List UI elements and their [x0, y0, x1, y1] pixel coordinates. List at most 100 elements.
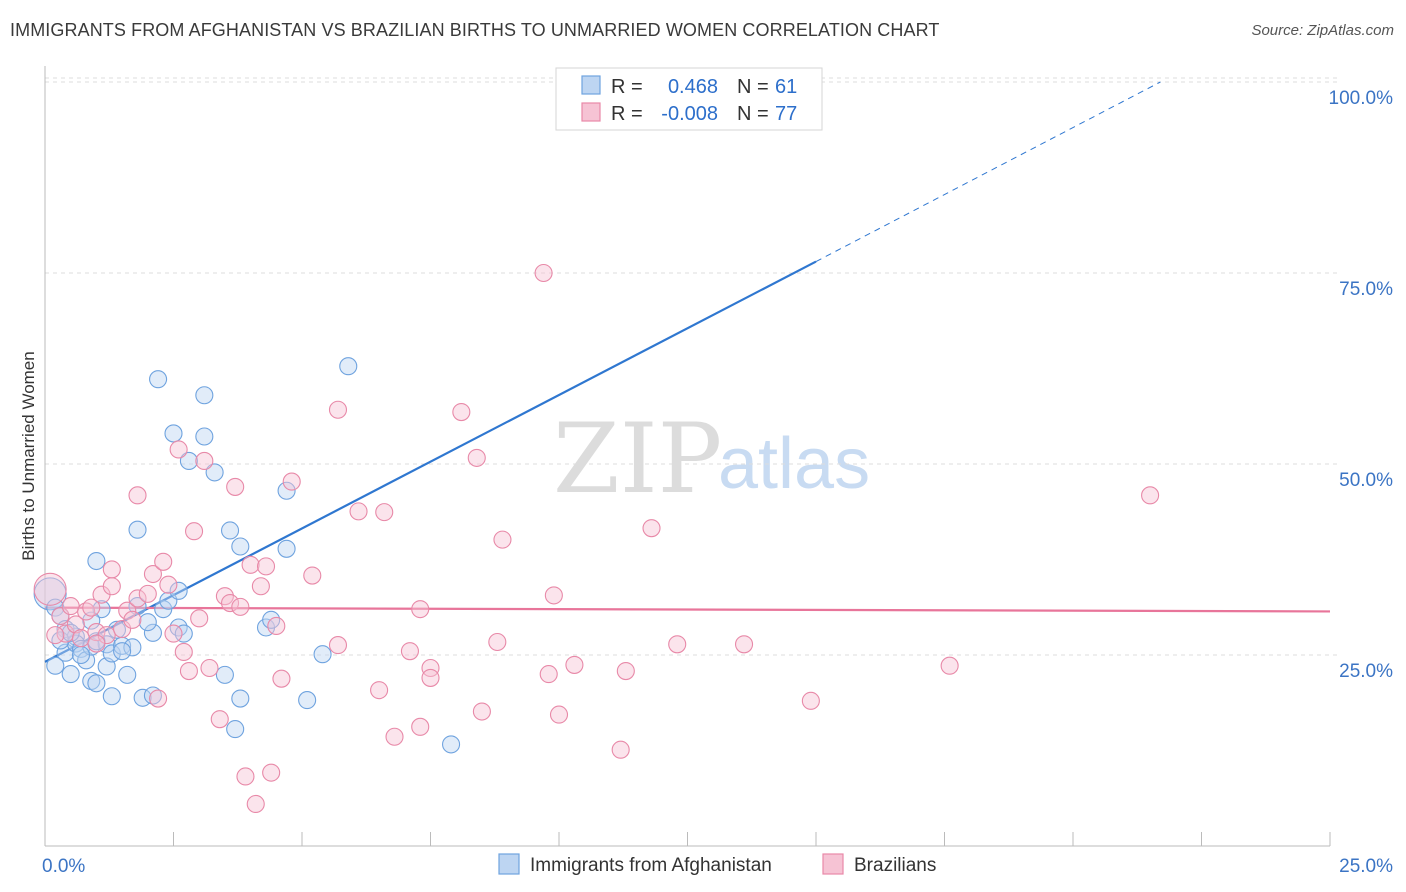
stats-r-value-pink: -0.008 — [661, 103, 718, 125]
point-brazilian — [1141, 486, 1160, 505]
y-axis-title: Births to Unmarried Women — [19, 351, 38, 560]
point-brazilian — [82, 598, 101, 617]
point-brazilian — [488, 632, 507, 652]
point-afghanistan — [195, 386, 214, 405]
stats-n-value-blue: 61 — [775, 76, 797, 98]
point-afghanistan — [143, 623, 162, 642]
point-brazilian — [940, 656, 959, 675]
point-afghanistan — [226, 720, 245, 739]
point-afghanistan — [123, 638, 142, 657]
point-brazilian — [467, 448, 486, 467]
data-points — [33, 69, 1160, 814]
point-brazilian — [385, 727, 404, 746]
point-afghanistan — [205, 463, 224, 482]
point-afghanistan — [442, 735, 461, 754]
point-brazilian — [611, 740, 630, 759]
point-brazilian — [231, 597, 250, 616]
stats-n-label-pink: N = — [737, 103, 769, 125]
point-brazilian — [33, 572, 67, 606]
point-brazilian — [452, 402, 471, 422]
trend-lines — [44, 81, 1331, 663]
point-brazilian — [226, 477, 245, 496]
point-afghanistan — [313, 645, 332, 664]
point-brazilian — [210, 710, 229, 729]
point-afghanistan — [169, 581, 188, 600]
point-brazilian — [616, 661, 635, 681]
point-brazilian — [801, 691, 820, 710]
point-brazilian — [87, 634, 106, 653]
point-afghanistan — [231, 689, 250, 708]
point-brazilian — [169, 440, 188, 459]
point-brazilian — [421, 658, 440, 678]
point-afghanistan — [174, 624, 193, 643]
point-brazilian — [143, 564, 162, 584]
point-brazilian — [539, 665, 558, 684]
point-afghanistan — [128, 597, 147, 616]
point-afghanistan — [82, 611, 101, 630]
point-afghanistan — [33, 577, 67, 611]
point-brazilian — [411, 600, 430, 619]
point-brazilian — [534, 263, 553, 283]
point-brazilian — [190, 609, 209, 628]
point-brazilian — [71, 629, 91, 648]
point-brazilian — [256, 557, 276, 576]
point-brazilian — [123, 610, 142, 629]
point-brazilian — [349, 502, 368, 521]
point-afghanistan — [46, 598, 65, 617]
point-brazilian — [154, 552, 173, 571]
point-afghanistan — [339, 357, 358, 376]
point-afghanistan — [87, 674, 106, 693]
point-afghanistan — [277, 539, 296, 558]
point-brazilian — [668, 635, 687, 654]
point-brazilian — [102, 577, 121, 596]
legend-swatch-afghanistan — [498, 853, 520, 875]
point-brazilian — [164, 624, 183, 643]
trend-line-afghanistan-extension — [815, 81, 1161, 262]
point-brazilian — [128, 589, 147, 608]
chart-source: Source: ZipAtlas.com — [1251, 22, 1394, 39]
point-brazilian — [195, 451, 214, 470]
trend-line-brazilians — [44, 606, 1331, 613]
point-brazilian — [400, 642, 419, 661]
y-tick-label: 50.0% — [1339, 470, 1393, 491]
point-brazilian — [262, 763, 281, 782]
point-brazilian — [642, 519, 661, 538]
stats-n-value-pink: 77 — [775, 103, 797, 125]
point-brazilian — [282, 472, 301, 491]
point-afghanistan — [138, 613, 157, 632]
stats-box: R = 0.468 N = 61 R = -0.008 N = 77 — [555, 67, 823, 131]
point-brazilian — [118, 601, 137, 620]
point-afghanistan — [61, 623, 80, 642]
point-brazilian — [303, 566, 322, 585]
point-brazilian — [200, 658, 219, 678]
point-brazilian — [113, 619, 132, 639]
point-brazilian — [179, 661, 198, 681]
y-tick-label: 100.0% — [1329, 88, 1394, 109]
point-afghanistan — [87, 551, 106, 571]
point-afghanistan — [107, 620, 127, 639]
point-brazilian — [128, 486, 147, 505]
point-afghanistan — [277, 481, 296, 500]
point-brazilian — [565, 655, 584, 674]
point-afghanistan — [118, 665, 137, 684]
point-brazilian — [328, 636, 348, 655]
axes — [44, 66, 1331, 847]
point-brazilian — [159, 575, 178, 594]
point-brazilian — [149, 689, 168, 708]
point-brazilian — [251, 577, 270, 596]
point-afghanistan — [113, 642, 132, 661]
point-afghanistan — [143, 686, 162, 705]
point-afghanistan — [220, 521, 240, 540]
point-brazilian — [267, 616, 286, 636]
watermark-zip: ZIP — [553, 403, 722, 515]
tick-labels: 25.0% 50.0% 75.0% 100.0% 0.0% 25.0% — [42, 88, 1393, 877]
point-brazilian — [375, 503, 394, 522]
legend-label-afghanistan: Immigrants from Afghanistan — [530, 855, 772, 876]
point-afghanistan — [102, 687, 121, 706]
point-brazilian — [102, 560, 121, 579]
point-afghanistan — [231, 537, 250, 556]
point-afghanistan — [46, 656, 65, 675]
point-brazilian — [411, 717, 430, 736]
point-brazilian — [272, 669, 291, 688]
